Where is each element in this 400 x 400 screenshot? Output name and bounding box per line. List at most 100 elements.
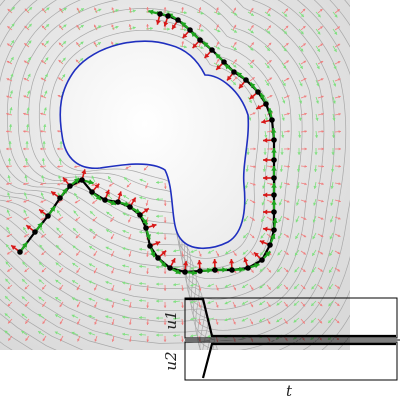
trajectory-arrow-green-head [239,266,244,273]
field-arrow-green-head [279,185,283,189]
field-arrow-green-head [105,281,109,285]
field-arrow-green-head [39,262,43,266]
field-arrow-red-head [337,9,340,12]
trajectory-arrow-green-head [260,93,266,99]
field-arrow-red-head [251,25,254,28]
field-arrow-green-head [262,185,266,189]
field-arrow-red-head [286,217,290,220]
field-arrow-red-head [23,60,27,64]
field-arrow-green-head [329,269,332,273]
field-arrow-red-head [287,147,290,151]
trajectory-arrow-green-head [270,233,276,240]
field-arrow-green-head [225,251,229,255]
trajectory-arrow-green-head [272,218,278,224]
field-arrow-red-head [181,288,184,291]
field-arrow-green-head [250,47,254,51]
field-arrow-red-head [303,60,307,64]
field-arrow-red-head [76,287,80,291]
field-arrow-red-head [181,41,185,44]
trajectory-arrow-red-head [155,241,161,246]
field-arrow-red-head [6,199,9,203]
field-arrow-red-head [198,305,202,308]
control-plot: u1 u2 t [162,297,400,400]
contour-line [0,0,350,350]
trajectory-arrow-green-head [236,72,243,78]
field-arrow-green-head [224,318,228,322]
trajectory-arrow-green-head [250,82,256,89]
field-arrow-red-head [92,201,95,204]
field-arrow-green-head [88,280,92,284]
field-arrow-red-head [40,165,43,168]
field-arrow-red-head [337,286,340,289]
field-arrow-green-head [250,12,254,16]
field-arrow-green-head [313,202,317,206]
t-label: t [286,382,293,400]
field-arrow-green-head [190,334,194,338]
field-arrow-red-head [23,199,27,203]
field-arrow-red-head [128,305,132,308]
trajectory-arrow-green-head [207,267,212,274]
field-arrow-green-head [224,284,228,288]
field-arrow-green-head [156,265,159,269]
field-arrow-red-head [163,7,167,10]
field-arrow-green-head [317,31,321,35]
field-arrow-red-head [41,252,45,255]
field-arrow-red-head [143,167,147,171]
field-arrow-green-head [266,65,270,69]
field-arrow-red-head [93,270,97,274]
trajectory-point [243,77,249,83]
field-arrow-green-head [332,100,336,104]
field-arrow-red-head [286,77,290,81]
field-arrow-green-head [156,316,159,320]
trajectory-point [175,17,181,23]
field-arrow-green-head [10,56,14,61]
field-arrow-green-head [62,41,67,45]
trajectory-arrow-red-head [131,197,136,203]
field-arrow-red-head [146,288,150,291]
field-arrow-red-head [285,252,289,255]
field-arrow-red-head [58,217,61,221]
field-arrow-red-head [7,269,10,272]
trajectory-point [271,227,277,233]
field-arrow-red-head [163,203,167,206]
field-arrow-red-head [24,43,27,46]
field-arrow-red-head [320,60,324,64]
field-arrow-red-head [304,147,307,151]
field-arrow-green-head [98,25,102,29]
trajectory-arrow-green-head [254,263,260,269]
field-arrow-green-head [331,135,336,138]
field-arrow-red-head [321,199,324,203]
field-arrow-red-head [216,24,219,28]
field-arrow-red-head [304,165,307,168]
field-arrow-green-head [91,175,95,179]
field-arrow-red-head [321,147,324,151]
trajectory-point [221,59,227,65]
field-arrow-green-head [150,26,153,31]
field-arrow-red-head [111,305,115,308]
field-arrow-red-head [338,182,341,186]
field-arrow-green-head [105,332,109,336]
field-arrow-green-head [139,178,143,182]
field-arrow-red-head [57,182,60,186]
trajectory-point [115,199,121,205]
field-arrow-red-head [163,254,167,257]
field-arrow-green-head [5,261,9,265]
field-arrow-red-head [181,339,184,342]
field-arrow-green-head [173,333,176,338]
field-arrow-green-head [57,210,60,214]
field-arrow-green-head [334,14,338,18]
trajectory-arrow-red-head [182,33,188,39]
trajectory-point [89,189,95,195]
field-arrow-red-head [253,147,256,151]
field-arrow-red-head [303,217,307,220]
field-arrow-red-head [128,288,132,291]
field-arrow-green-head [122,264,126,268]
trajectory-arrow-green-head [215,53,221,59]
field-arrow-green-head [43,124,47,128]
field-arrow-green-head [41,158,46,161]
field-arrow-red-head [270,147,273,151]
field-arrow-green-head [89,228,93,232]
trajectory-arrow-red-head [263,157,268,163]
field-arrow-green-head [27,73,31,77]
field-arrow-red-head [337,234,341,237]
